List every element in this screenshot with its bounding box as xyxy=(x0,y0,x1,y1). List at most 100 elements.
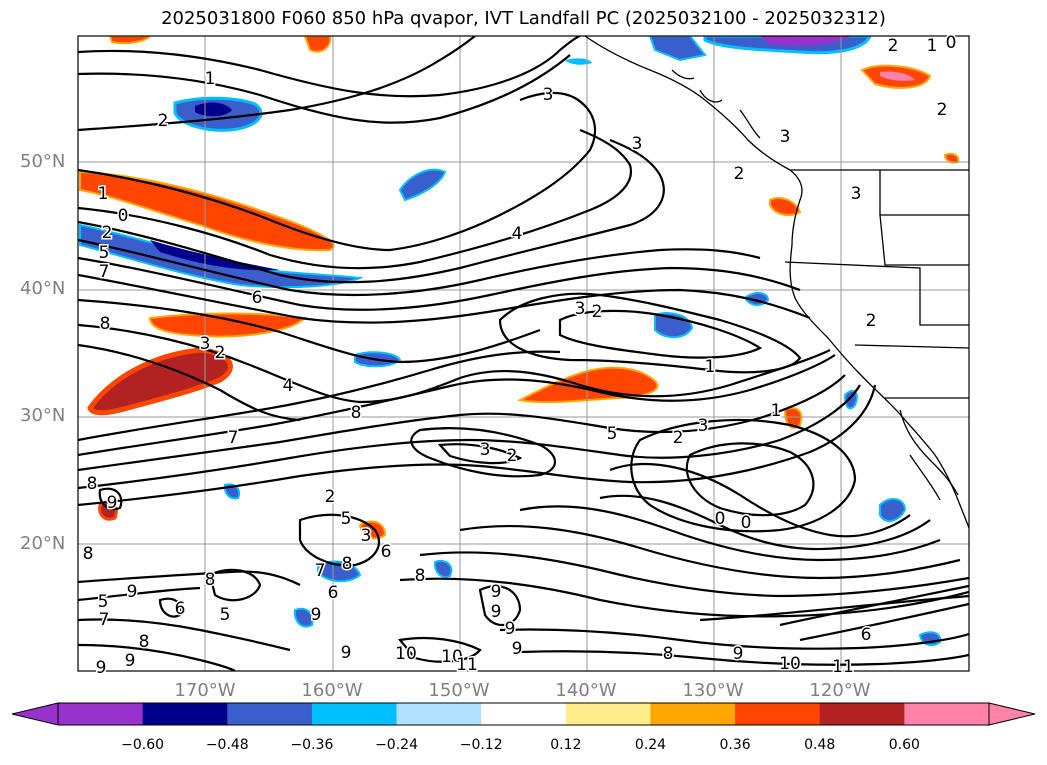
colorbar-tick-label: −0.36 xyxy=(290,737,334,753)
colorbar-cell xyxy=(58,703,144,725)
contour-label: 6 xyxy=(328,583,339,603)
contour-label: 2 xyxy=(215,343,226,363)
colorbar-tick-label: −0.24 xyxy=(375,737,418,753)
lon-label: 150°W xyxy=(428,680,490,701)
contour-label: 8 xyxy=(351,403,362,423)
contour-label: 9 xyxy=(107,493,118,513)
contour-label: 5 xyxy=(98,592,109,612)
colorbar-tick-label: 0.48 xyxy=(804,737,836,753)
contour-label: 8 xyxy=(415,566,426,586)
contour-label: 2 xyxy=(937,100,948,120)
colorbar-cell xyxy=(142,703,228,725)
ivt-contours xyxy=(78,36,969,671)
lat-label: 20°N xyxy=(20,532,66,554)
colorbar-cell xyxy=(819,703,905,725)
contour-label: 1 xyxy=(205,69,216,89)
contour-label: 5 xyxy=(607,424,618,444)
contour-label: 0 xyxy=(118,206,129,226)
colorbar-tick-label: −0.48 xyxy=(205,737,249,753)
contour-label: 5 xyxy=(220,605,231,625)
contour-label: 2 xyxy=(888,36,899,56)
contour-label: 2 xyxy=(866,311,877,331)
contour-label: 3 xyxy=(632,134,643,154)
contour-label: 3 xyxy=(543,85,554,105)
contour-label: 6 xyxy=(861,625,872,645)
contour-label: 8 xyxy=(100,314,111,334)
colorbar-tick-label: 0.12 xyxy=(550,737,582,753)
contour-label: 9 xyxy=(341,643,352,663)
contour-label: 9 xyxy=(311,605,322,625)
colorbar-tick-label: 0.36 xyxy=(719,737,751,753)
contour-label: 7 xyxy=(228,428,239,448)
contour-label: 0 xyxy=(741,513,752,533)
contour-label: 8 xyxy=(83,544,94,564)
lat-label: 50°N xyxy=(20,151,66,172)
contour-label: 3 xyxy=(575,299,586,319)
contour-label: 9 xyxy=(505,619,516,639)
lon-label: 120°W xyxy=(809,680,871,701)
lat-label: 40°N xyxy=(20,278,66,300)
contour-label: 1 xyxy=(705,357,716,377)
contour-label: 8 xyxy=(87,474,98,494)
contour-label: 9 xyxy=(96,658,107,678)
contour-label: 4 xyxy=(283,376,294,396)
contour-label: 2 xyxy=(673,428,684,448)
colorbar-tick-label: 0.24 xyxy=(634,737,667,753)
colorbar-cell xyxy=(904,703,990,725)
contour-label: 2 xyxy=(507,446,518,466)
contour-label: 7 xyxy=(99,610,110,630)
contour-label: 3 xyxy=(851,184,862,204)
contour-label: 2 xyxy=(102,223,113,243)
contour-label: 2 xyxy=(325,487,336,507)
contour-label: 3 xyxy=(200,334,211,354)
colorbar-cell xyxy=(565,703,651,725)
colorbar-tick-label: −0.12 xyxy=(459,737,503,753)
contour-label: 2 xyxy=(592,302,603,322)
grid-lines xyxy=(78,36,969,671)
contour-label: 6 xyxy=(175,599,186,619)
contour-label: 2 xyxy=(734,164,745,184)
contour-label: 9 xyxy=(512,639,523,659)
contour-label: 9 xyxy=(125,651,136,671)
contour-label: 10 xyxy=(779,654,801,674)
contour-label: 7 xyxy=(315,561,326,581)
contour-label: 3 xyxy=(361,526,372,546)
contour-label: 2 xyxy=(158,111,169,131)
contour-label: 9 xyxy=(491,582,502,602)
lon-label: 130°W xyxy=(682,680,744,701)
contour-label: 8 xyxy=(342,554,353,574)
colorbar-tick-label: 0.60 xyxy=(888,737,920,753)
contour-label: 7 xyxy=(99,262,110,282)
lon-label: 160°W xyxy=(301,680,363,701)
colorbar-tick-label: −0.60 xyxy=(121,737,165,753)
lon-label: 170°W xyxy=(174,680,236,701)
colorbar-cell xyxy=(311,703,398,725)
contour-label: 11 xyxy=(456,655,478,675)
contour-label: 4 xyxy=(512,224,523,244)
colorbar-cell xyxy=(735,703,821,725)
colorbar-cell xyxy=(396,703,482,725)
contour-label: 6 xyxy=(381,542,392,562)
coastlines xyxy=(584,36,969,529)
contour-label: 9 xyxy=(733,644,744,664)
contour-label: 0 xyxy=(946,33,957,53)
contour-label: 5 xyxy=(341,509,352,529)
contour-label: 1 xyxy=(927,36,938,56)
contour-label: 0 xyxy=(715,509,726,529)
map-title: 2025031800 F060 850 hPa qvapor, IVT Land… xyxy=(161,8,886,29)
contour-label: 3 xyxy=(780,127,791,147)
contour-label: 3 xyxy=(698,416,709,436)
contour-label: 6 xyxy=(252,288,263,308)
contour-label: 1 xyxy=(98,184,109,204)
lat-label: 30°N xyxy=(20,405,66,427)
contour-label: 3 xyxy=(480,440,491,460)
contour-label: 9 xyxy=(127,582,138,602)
contour-label: 9 xyxy=(491,602,502,622)
colorbar-cell xyxy=(227,703,313,725)
contour-label: 10 xyxy=(441,647,463,667)
contour-label: 8 xyxy=(205,570,216,590)
colorbar-cell xyxy=(481,703,567,725)
